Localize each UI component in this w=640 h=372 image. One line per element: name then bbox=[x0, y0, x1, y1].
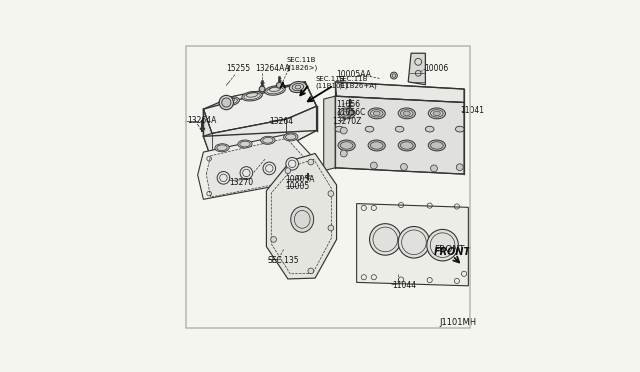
Text: (J1826>): (J1826>) bbox=[287, 64, 317, 71]
Text: 11056C: 11056C bbox=[336, 108, 365, 117]
Ellipse shape bbox=[335, 126, 344, 132]
Circle shape bbox=[240, 167, 253, 179]
Circle shape bbox=[263, 162, 276, 175]
Ellipse shape bbox=[433, 111, 440, 116]
Text: SEC.11B: SEC.11B bbox=[287, 57, 316, 63]
Ellipse shape bbox=[338, 140, 355, 151]
Circle shape bbox=[259, 86, 265, 92]
Polygon shape bbox=[206, 138, 303, 197]
Polygon shape bbox=[408, 53, 426, 85]
Circle shape bbox=[276, 83, 282, 88]
Circle shape bbox=[308, 268, 314, 274]
Text: 11044: 11044 bbox=[392, 281, 416, 290]
Text: 11056: 11056 bbox=[336, 100, 360, 109]
Polygon shape bbox=[335, 82, 464, 103]
Text: 13270Z: 13270Z bbox=[333, 116, 362, 126]
Circle shape bbox=[271, 237, 276, 242]
Circle shape bbox=[285, 168, 291, 173]
Ellipse shape bbox=[338, 108, 355, 119]
Text: 10005: 10005 bbox=[285, 182, 310, 191]
Ellipse shape bbox=[396, 126, 404, 132]
Text: 10005AA: 10005AA bbox=[337, 70, 372, 79]
Ellipse shape bbox=[242, 92, 262, 101]
Polygon shape bbox=[204, 109, 212, 161]
Circle shape bbox=[340, 150, 347, 157]
Polygon shape bbox=[356, 203, 468, 286]
Circle shape bbox=[328, 191, 333, 196]
Circle shape bbox=[308, 159, 314, 165]
Polygon shape bbox=[204, 82, 317, 134]
Text: SEC.135: SEC.135 bbox=[268, 256, 300, 264]
Text: 13264AA: 13264AA bbox=[255, 64, 290, 73]
Ellipse shape bbox=[284, 133, 298, 141]
Text: 11041: 11041 bbox=[460, 106, 484, 115]
Ellipse shape bbox=[368, 140, 385, 151]
Text: J1101MH: J1101MH bbox=[440, 318, 477, 327]
Text: 10006: 10006 bbox=[424, 64, 448, 74]
Ellipse shape bbox=[456, 126, 464, 132]
Ellipse shape bbox=[373, 111, 380, 116]
Polygon shape bbox=[198, 134, 311, 199]
Circle shape bbox=[328, 225, 333, 231]
Circle shape bbox=[219, 95, 234, 110]
Circle shape bbox=[371, 162, 377, 169]
Ellipse shape bbox=[265, 86, 285, 95]
Text: FRONT: FRONT bbox=[434, 247, 471, 257]
Ellipse shape bbox=[295, 85, 301, 89]
Ellipse shape bbox=[215, 144, 229, 152]
Text: 10005A: 10005A bbox=[285, 175, 315, 184]
Text: 13264A: 13264A bbox=[188, 116, 217, 125]
Text: SEC.11B: SEC.11B bbox=[315, 76, 344, 82]
Ellipse shape bbox=[291, 206, 314, 232]
Text: 13264: 13264 bbox=[269, 118, 293, 126]
Polygon shape bbox=[204, 106, 317, 161]
Circle shape bbox=[348, 110, 353, 115]
Polygon shape bbox=[266, 154, 337, 279]
Ellipse shape bbox=[343, 111, 350, 116]
Circle shape bbox=[427, 230, 458, 261]
Ellipse shape bbox=[403, 111, 410, 116]
Ellipse shape bbox=[219, 97, 239, 106]
Circle shape bbox=[390, 72, 397, 79]
Circle shape bbox=[286, 157, 298, 170]
Text: (11B26+A): (11B26+A) bbox=[338, 82, 377, 89]
Text: 13270: 13270 bbox=[229, 178, 253, 187]
Ellipse shape bbox=[428, 108, 445, 119]
Circle shape bbox=[431, 165, 437, 172]
Text: FRONT: FRONT bbox=[434, 245, 465, 254]
Ellipse shape bbox=[428, 140, 445, 151]
Ellipse shape bbox=[426, 126, 434, 132]
Circle shape bbox=[456, 164, 463, 171]
Circle shape bbox=[401, 164, 407, 170]
Circle shape bbox=[369, 224, 401, 255]
Text: SEC.11B: SEC.11B bbox=[338, 76, 367, 82]
Ellipse shape bbox=[398, 140, 415, 151]
Text: (11B10E): (11B10E) bbox=[315, 82, 348, 89]
Ellipse shape bbox=[365, 126, 374, 132]
Ellipse shape bbox=[238, 140, 252, 148]
Circle shape bbox=[398, 227, 429, 258]
Circle shape bbox=[217, 171, 230, 184]
Text: 15255: 15255 bbox=[227, 64, 250, 73]
Ellipse shape bbox=[368, 108, 385, 119]
Circle shape bbox=[221, 98, 231, 107]
Ellipse shape bbox=[289, 81, 307, 93]
Ellipse shape bbox=[260, 136, 275, 144]
Circle shape bbox=[340, 127, 347, 134]
Ellipse shape bbox=[398, 108, 415, 119]
Polygon shape bbox=[324, 96, 335, 171]
Polygon shape bbox=[335, 96, 464, 174]
